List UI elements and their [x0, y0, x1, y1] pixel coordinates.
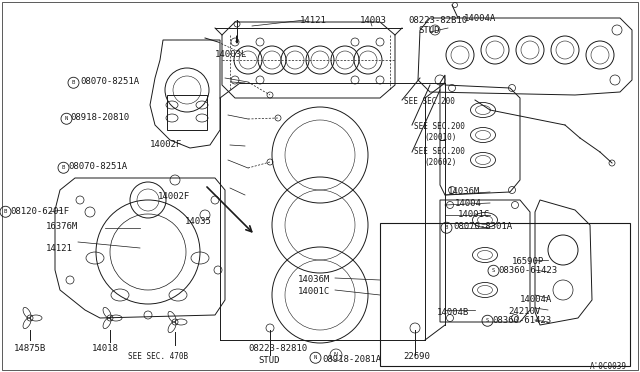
Text: 08070-8251A: 08070-8251A: [80, 77, 139, 86]
Text: 14002F: 14002F: [158, 192, 190, 201]
Text: B: B: [72, 80, 75, 85]
Text: STUD: STUD: [418, 26, 440, 35]
Text: 16590P: 16590P: [512, 257, 544, 266]
Text: SEE SEC. 470B: SEE SEC. 470B: [128, 352, 188, 361]
Text: (20010): (20010): [424, 133, 456, 142]
Text: S: S: [492, 268, 495, 273]
Text: B: B: [4, 209, 7, 214]
Text: 16376M: 16376M: [46, 222, 78, 231]
Text: 22690: 22690: [403, 352, 430, 361]
Text: 08918-20810: 08918-20810: [70, 113, 129, 122]
Text: 14004: 14004: [455, 199, 482, 208]
Text: 14001C: 14001C: [298, 287, 330, 296]
Bar: [380, 223, 630, 366]
Text: 14002F: 14002F: [150, 140, 182, 149]
Text: 14001C: 14001C: [458, 210, 490, 219]
Text: 14003L: 14003L: [215, 50, 247, 59]
Text: 08070-8301A: 08070-8301A: [453, 222, 512, 231]
Text: 14018: 14018: [92, 344, 119, 353]
Bar: [167, 95, 207, 130]
Text: 08223-82B10: 08223-82B10: [408, 16, 467, 25]
Text: 08120-6201F: 08120-6201F: [10, 207, 69, 216]
FancyArrow shape: [236, 36, 238, 43]
Text: A'0C0039: A'0C0039: [590, 362, 627, 371]
Text: N: N: [314, 355, 317, 360]
Text: N: N: [65, 116, 68, 121]
Text: 08360-61423: 08360-61423: [492, 316, 551, 325]
Text: STUD: STUD: [258, 356, 280, 365]
Text: 14121: 14121: [46, 244, 73, 253]
Text: (20602): (20602): [424, 158, 456, 167]
Text: 08070-8251A: 08070-8251A: [68, 162, 127, 171]
Text: 08223-82810: 08223-82810: [248, 344, 307, 353]
Text: 14036M: 14036M: [298, 275, 330, 284]
Text: 14004A: 14004A: [464, 14, 496, 23]
Text: SEE SEC.200: SEE SEC.200: [404, 97, 455, 106]
Text: B: B: [445, 225, 448, 230]
Text: B: B: [62, 165, 65, 170]
Text: 14003: 14003: [360, 16, 387, 25]
Text: 24210V: 24210V: [508, 307, 540, 316]
Text: S: S: [486, 318, 489, 323]
Text: 14035: 14035: [185, 217, 212, 226]
Text: 14121: 14121: [300, 16, 327, 25]
Text: 08918-2081A: 08918-2081A: [322, 355, 381, 364]
Text: 14004B: 14004B: [437, 308, 469, 317]
Text: 14004A: 14004A: [520, 295, 552, 304]
Text: SEE SEC.200: SEE SEC.200: [414, 122, 465, 131]
Text: SEE SEC.200: SEE SEC.200: [414, 147, 465, 156]
Text: 14036M: 14036M: [448, 187, 480, 196]
Text: N: N: [334, 353, 338, 357]
Text: 14875B: 14875B: [14, 344, 46, 353]
Text: 08360-61423: 08360-61423: [498, 266, 557, 275]
